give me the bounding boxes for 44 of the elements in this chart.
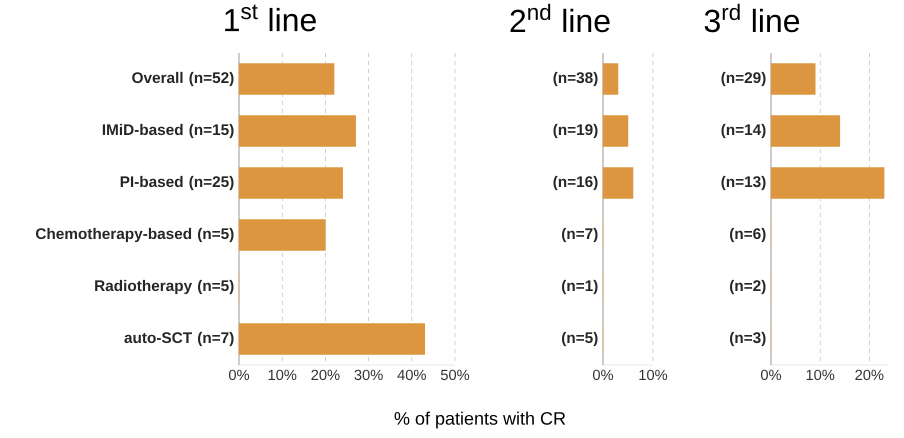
- chart-title: 3$^{rd}$ line: [704, 4, 800, 32]
- bar: [238, 323, 426, 355]
- bar: [238, 115, 356, 147]
- x-tick-label: 10%: [268, 370, 296, 380]
- y-tick-label: Chemotherapy-based (n=5): [36, 228, 234, 242]
- y-tick-label: (n=19): [553, 124, 598, 138]
- x-tick-label: 30%: [354, 370, 383, 380]
- bar: [770, 167, 884, 199]
- x-tick-label: 0%: [760, 370, 782, 380]
- y-tick-label: (n=38): [553, 72, 598, 86]
- x-tick-label: 10%: [806, 370, 834, 380]
- bar: [238, 167, 343, 199]
- bar: [238, 219, 326, 251]
- bar: [602, 167, 634, 199]
- x-tick-label: 40%: [397, 370, 426, 380]
- y-tick-label: (n=14): [721, 124, 766, 138]
- x-tick-label: 0%: [592, 370, 614, 380]
- y-tick-label: (n=2): [730, 280, 766, 294]
- y-tick-label: IMiD-based (n=15): [102, 124, 234, 138]
- y-tick-label: (n=29): [721, 72, 766, 86]
- bar: [602, 115, 628, 147]
- y-tick-label: (n=13): [721, 176, 766, 190]
- y-tick-label: PI-based (n=25): [120, 176, 234, 190]
- y-tick-label: (n=1): [562, 280, 598, 294]
- y-tick-label: (n=5): [562, 332, 598, 346]
- y-tick-label: Radiotherapy (n=5): [95, 280, 234, 294]
- y-tick-label: auto-SCT (n=7): [124, 332, 234, 346]
- bar: [602, 63, 618, 95]
- y-tick-label: (n=16): [553, 176, 598, 190]
- chart-title: 1$^{st}$ line: [225, 4, 316, 32]
- chart-title: 2$^{nd}$ line: [510, 4, 610, 32]
- x-tick-label: 0%: [228, 370, 250, 380]
- bar: [770, 63, 816, 95]
- x-tick-label: 50%: [440, 370, 470, 380]
- bar: [238, 63, 334, 95]
- y-tick-label: (n=7): [562, 228, 598, 242]
- x-axis-title: % of patients with CR: [394, 412, 566, 428]
- y-tick-label: Overall (n=52): [132, 72, 234, 86]
- bar: [770, 115, 840, 147]
- x-tick-label: 20%: [311, 370, 340, 380]
- y-tick-label: (n=3): [730, 332, 766, 346]
- x-tick-label: 10%: [639, 370, 668, 380]
- y-tick-label: (n=6): [730, 228, 766, 242]
- x-tick-label: 20%: [855, 370, 884, 380]
